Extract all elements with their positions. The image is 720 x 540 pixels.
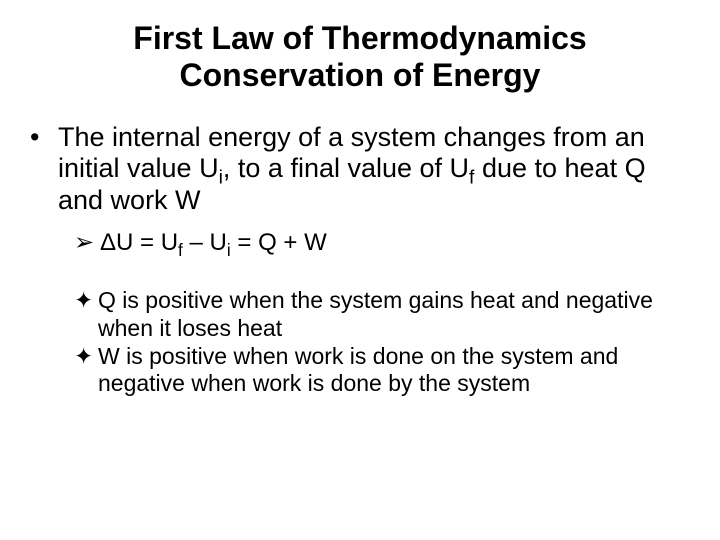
text-fragment: = Q + W — [231, 229, 327, 256]
bullet-marker-star-icon: ✦ — [74, 343, 98, 371]
text-fragment: – U — [183, 229, 227, 256]
title-line-1: First Law of Thermodynamics — [30, 20, 690, 57]
bullet-lvl2: ➢ ΔU = Uf – Ui = Q + W — [74, 229, 690, 257]
text-fragment: U = U — [116, 229, 178, 256]
bullet-lvl2-text: ΔU = Uf – Ui = Q + W — [100, 229, 690, 257]
bullet-lvl3-text: W is positive when work is done on the s… — [98, 343, 690, 398]
bullet-marker-arrow-icon: ➢ — [74, 229, 100, 257]
slide-body: • The internal energy of a system change… — [30, 122, 690, 398]
text-fragment: , to a final value of U — [223, 153, 469, 183]
bullet-marker-star-icon: ✦ — [74, 287, 98, 315]
slide: First Law of Thermodynamics Conservation… — [0, 0, 720, 540]
bullet-lvl3: ✦ W is positive when work is done on the… — [74, 343, 690, 398]
bullet-lvl1: • The internal energy of a system change… — [30, 122, 690, 218]
bullet-lvl1-text: The internal energy of a system changes … — [58, 122, 690, 218]
delta-symbol: Δ — [100, 229, 116, 256]
bullet-lvl3: ✦ Q is positive when the system gains he… — [74, 287, 690, 342]
title-line-2: Conservation of Energy — [30, 57, 690, 94]
bullet-lvl3-text: Q is positive when the system gains heat… — [98, 287, 690, 342]
bullet-marker-disc-icon: • — [30, 122, 58, 154]
slide-title: First Law of Thermodynamics Conservation… — [30, 20, 690, 94]
